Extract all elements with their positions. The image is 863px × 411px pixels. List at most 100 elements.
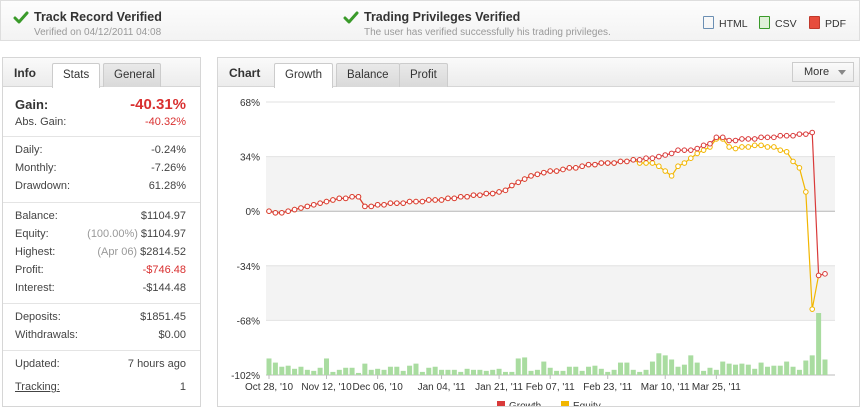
growth-point bbox=[477, 192, 483, 198]
x-tick-label: Oct 28, '10 bbox=[245, 382, 293, 393]
deposits-label: Deposits: bbox=[15, 311, 61, 323]
growth-point bbox=[777, 132, 784, 139]
growth-point bbox=[368, 203, 375, 210]
equity-point bbox=[662, 168, 669, 174]
tracking-link[interactable]: Tracking: bbox=[15, 381, 60, 393]
withdrawals-value: $0.00 bbox=[158, 329, 186, 341]
highest-label: Highest: bbox=[15, 246, 56, 258]
volume-bar bbox=[272, 362, 278, 375]
volume-bar bbox=[745, 364, 751, 375]
volume-bar bbox=[803, 360, 809, 375]
growth-point bbox=[534, 171, 541, 178]
volume-bar bbox=[707, 367, 713, 375]
volume-bar bbox=[777, 365, 783, 375]
equity-point bbox=[656, 163, 662, 170]
tab-balance[interactable]: Balance bbox=[336, 63, 400, 87]
growth-point bbox=[483, 190, 490, 197]
equity-point bbox=[809, 306, 816, 312]
volume-bar bbox=[752, 368, 758, 375]
volume-bar bbox=[490, 369, 496, 375]
growth-point bbox=[796, 131, 803, 137]
growth-point bbox=[675, 147, 681, 153]
drawdown-row: Drawdown: 61.28% bbox=[15, 180, 186, 196]
growth-point bbox=[815, 272, 822, 279]
volume-bar bbox=[509, 371, 515, 375]
growth-point bbox=[425, 197, 432, 203]
growth-point bbox=[317, 200, 323, 206]
equity-point bbox=[764, 144, 771, 150]
equity-point bbox=[694, 150, 700, 157]
volume-bar bbox=[688, 355, 694, 375]
profit-value: -$746.48 bbox=[142, 264, 186, 276]
deposits-row: Deposits: $1851.45 bbox=[15, 311, 186, 327]
growth-point bbox=[687, 147, 694, 153]
volume-bar bbox=[343, 367, 349, 375]
volume-bar bbox=[292, 368, 298, 375]
growth-point bbox=[394, 200, 400, 206]
tab-stats[interactable]: Stats bbox=[52, 63, 101, 88]
growth-point bbox=[783, 132, 790, 139]
divider bbox=[3, 350, 200, 351]
growth-point bbox=[751, 136, 758, 142]
more-dropdown[interactable]: More bbox=[792, 62, 854, 82]
growth-point bbox=[291, 206, 298, 213]
y-tick-label: -68% bbox=[237, 316, 260, 327]
growth-point bbox=[636, 157, 643, 163]
export-csv-label: CSV bbox=[775, 18, 797, 30]
checkmark-icon bbox=[13, 11, 29, 24]
legend-equity-swatch bbox=[561, 401, 569, 406]
growth-point bbox=[445, 195, 451, 202]
growth-point bbox=[630, 157, 637, 163]
export-csv-link[interactable]: CSV bbox=[759, 16, 797, 30]
volume-bar bbox=[586, 366, 592, 375]
growth-point bbox=[457, 193, 464, 200]
volume-bar bbox=[515, 358, 521, 375]
volume-bar bbox=[317, 367, 323, 375]
divider bbox=[3, 136, 200, 137]
volume-bar bbox=[560, 370, 566, 375]
export-pdf-link[interactable]: PDF bbox=[809, 16, 846, 30]
withdrawals-row: Withdrawals: $0.00 bbox=[15, 329, 186, 345]
volume-bar bbox=[669, 359, 675, 375]
volume-bar bbox=[784, 361, 790, 375]
volume-bar bbox=[739, 363, 745, 375]
volume-bar bbox=[643, 369, 649, 375]
growth-point bbox=[649, 155, 656, 162]
equity-point bbox=[783, 148, 790, 155]
growth-point bbox=[406, 198, 413, 205]
volume-bar bbox=[713, 369, 719, 375]
info-title: Info bbox=[14, 66, 36, 80]
growth-point bbox=[809, 129, 816, 136]
equity-point bbox=[732, 145, 739, 152]
volume-bar bbox=[266, 358, 272, 375]
growth-point bbox=[432, 197, 438, 203]
equity-row: Equity: (100.00%) $1104.97 bbox=[15, 228, 186, 244]
html-file-icon bbox=[703, 16, 714, 29]
growth-point bbox=[419, 198, 426, 205]
growth-point bbox=[732, 137, 739, 144]
legend-growth-label: Growth bbox=[509, 401, 541, 406]
gain-row: Gain: -40.31% bbox=[15, 96, 186, 114]
growth-point bbox=[739, 136, 745, 142]
tab-general[interactable]: General bbox=[103, 63, 161, 87]
tab-growth[interactable]: Growth bbox=[274, 63, 334, 88]
growth-point bbox=[438, 197, 445, 203]
equity-point bbox=[675, 163, 681, 170]
growth-point bbox=[598, 160, 605, 166]
volume-bar bbox=[771, 365, 777, 375]
chart-title: Chart bbox=[229, 66, 261, 80]
volume-bar bbox=[528, 370, 534, 375]
withdrawals-label: Withdrawals: bbox=[15, 329, 78, 341]
volume-bar bbox=[298, 366, 304, 375]
volume-bar bbox=[387, 366, 393, 375]
updated-value: 7 hours ago bbox=[127, 358, 186, 370]
growth-point bbox=[617, 158, 624, 165]
tab-profit[interactable]: Profit bbox=[399, 63, 448, 87]
volume-bar bbox=[451, 369, 457, 375]
export-html-link[interactable]: HTML bbox=[703, 16, 748, 30]
legend-growth-swatch bbox=[497, 401, 505, 406]
balance-label: Balance: bbox=[15, 210, 58, 222]
equity-point bbox=[790, 158, 796, 165]
x-tick-label: Feb 07, '11 bbox=[526, 382, 575, 393]
legend-equity-label: Equity bbox=[573, 401, 601, 406]
